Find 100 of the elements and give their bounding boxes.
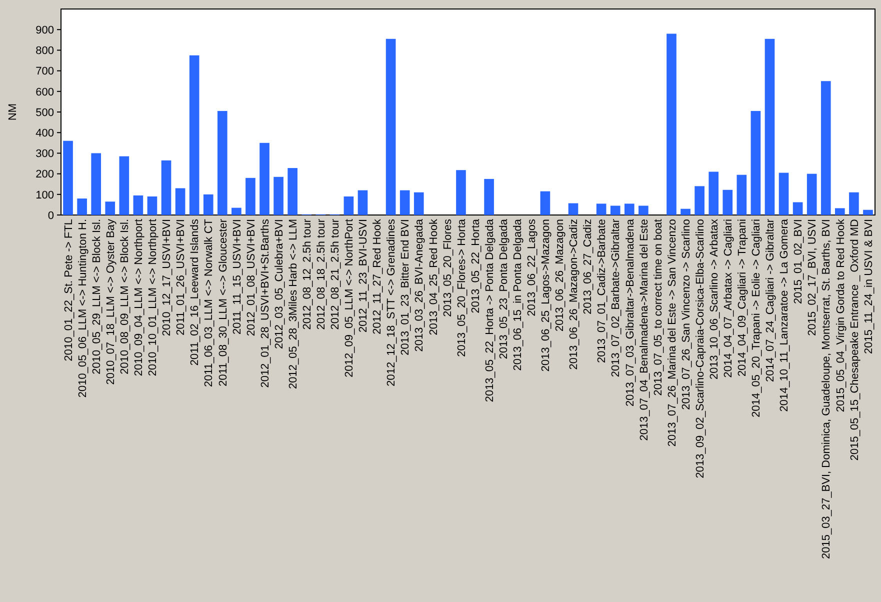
x-tick-label: 2013_07_03_Gibraltar->Benalmadena (624, 218, 636, 406)
x-tick-label: 2013_07_26_San Vincenzo -> Scarlino (680, 219, 692, 410)
x-tick-label: 2011_01_26_USVI+BVI (175, 219, 188, 336)
x-tick-label: 2013_06_15_in Ponta Delgada (512, 218, 524, 371)
x-tick-label: 2013_05_20_Flores (442, 218, 454, 317)
x-tick-label: 2011_11_15_USVI+BVI (231, 219, 244, 334)
bar (217, 110, 228, 215)
x-tick-label: 2013_10_06_Scarlino -> Arbatax (708, 218, 720, 380)
bar (835, 208, 845, 215)
x-tick-label: 2013_05_22_Horta -> Ponta Delgada (484, 218, 496, 402)
x-tick-label: 2012_05_28_3Miles Harb <-> LLM (287, 219, 300, 390)
bar (568, 203, 578, 215)
y-tick-label: 400 (36, 127, 54, 140)
bar (119, 156, 130, 215)
bar (708, 172, 719, 215)
y-tick-label: 100 (36, 189, 54, 202)
bar (358, 190, 368, 215)
bar (63, 140, 73, 215)
x-tick-label: 2014_04_07_Arbatax -> Cagliari (722, 219, 734, 378)
x-tick-label: 2013_05_22_Horta (470, 218, 482, 314)
bar (778, 172, 789, 215)
bar (540, 191, 550, 215)
x-tick-label: 2015_02_17_BVI, USVI (806, 219, 819, 336)
x-tick-label: 2014_07_24_Cagliari -> Gibraltar (764, 218, 777, 382)
x-tick-label: 2012_08_21_2.5h tour (330, 218, 342, 330)
y-tick-label: 0 (48, 210, 54, 222)
x-tick-label: 2010_08_09_LLM <-> Block Isl. (119, 219, 132, 374)
x-tick-label: 2012_09_05_LLM <-> NorthPort (344, 219, 356, 378)
x-tick-label: 2013_05_23_Ponta Delgada (498, 218, 510, 360)
x-tick-label: 2013_06_27_Cadiz (582, 219, 594, 314)
bar (863, 210, 873, 215)
x-tick-label: 2013_06_26_Mazagon (554, 219, 566, 332)
y-tick-label: 900 (36, 24, 54, 36)
bar (722, 190, 733, 215)
x-tick-label: 2013_07_05_to correct time on boat (652, 219, 664, 396)
bar (694, 186, 704, 215)
bar (400, 190, 410, 215)
bar (806, 174, 817, 215)
bar (484, 178, 494, 215)
bar (274, 176, 284, 215)
bar (161, 160, 172, 215)
x-tick-label: 2012_11_27_Red Hook (372, 218, 384, 334)
x-tick-label: 2014_04_09_Cagliari -> Trapani (736, 219, 749, 376)
x-tick-label: 2013_07_26_Marina del Este -> San Vincenzo (666, 219, 678, 447)
bar (133, 195, 144, 215)
bar (414, 192, 424, 215)
bar (246, 178, 256, 215)
x-tick-label: 2013_09_02_Scarlino-Capraia-Corsica-Elba-Scarlino (694, 219, 706, 478)
bar (175, 188, 186, 215)
x-tick-label: 2012_01_28_USVI+BVI+St.Barths (259, 218, 272, 388)
y-tick-label: 200 (36, 168, 54, 181)
x-tick-label: 2012_03_05_Culebra+BVI (273, 219, 286, 349)
x-tick-label: 2011_08_30_LLM <--> Gloucester (217, 218, 230, 386)
x-tick-label: 2011_06_03_LLM <-> Norwalk CT (203, 218, 216, 387)
bar (750, 110, 761, 215)
bar (344, 196, 354, 215)
x-tick-label: 2012_08_12_2.5h tour (301, 218, 314, 330)
x-tick-label: 2013_01_23_Bitter End BVI (400, 219, 412, 356)
bar (203, 194, 214, 215)
bar (91, 153, 101, 215)
y-tick-label: 300 (36, 148, 54, 160)
bar (105, 202, 116, 215)
y-tick-label: 600 (36, 86, 54, 98)
x-tick-label: 2010_05_29_LLM <-> Block Isl. (90, 219, 103, 374)
x-tick-label: 2015_11_24_in USVI & BVI (862, 219, 875, 354)
x-tick-label: 2013_07_01_Cadiz->Barbate (596, 219, 608, 364)
bar (666, 34, 676, 215)
x-tick-label: 2012_08_18_2.5h tour (315, 218, 328, 330)
x-tick-label: 2015_05_04_Virgin Gorda to Red Hook (834, 218, 847, 412)
bar (624, 204, 634, 215)
x-tick-label: 2013_07_02_Barbate->Gibraltar (610, 218, 622, 378)
x-tick-label: 2013_04_25_Red Hook (428, 218, 440, 336)
x-tick-label: 2013_03_26_BVI-Anegada (414, 218, 426, 352)
bar (596, 204, 606, 215)
x-tick-label: 2010_09_04_LLM <-> Northport (133, 219, 146, 376)
x-tick-label: 2015_05_15_Chesapeake Entrance _ Oxford MD (848, 218, 861, 461)
x-tick-label: 2010_05_06_LLM <-> Huntington H. (76, 219, 89, 398)
bar (610, 206, 620, 215)
bar (820, 81, 831, 215)
bar (456, 170, 466, 215)
bar (189, 55, 200, 215)
bar (260, 142, 270, 215)
bar (736, 174, 747, 215)
bar (849, 192, 859, 215)
y-tick-label: 500 (36, 106, 54, 119)
x-tick-label: 2015_01_02_BVI (792, 219, 805, 304)
bar (792, 202, 803, 215)
x-tick-label: 2014_05_20_Trapani -> Eolie -> Cagliari (750, 219, 763, 418)
bar (77, 198, 87, 215)
x-tick-label: 2013_06_22_Lagos (526, 218, 538, 316)
bar (680, 208, 690, 215)
x-tick-label: 2015_03_27_BVI, Dominica, Guadeloupe, Montserrat, St. Barths, BVI (820, 219, 833, 559)
y-axis-title: NM (7, 103, 19, 121)
bar (288, 168, 298, 215)
bar (764, 38, 775, 215)
bar (386, 38, 396, 215)
bar (147, 196, 158, 215)
x-tick-label: 2011_02_16_Leeward Islands (189, 218, 202, 366)
x-tick-label: 2013_05_20_Flores-> Horta (456, 218, 468, 357)
bar (232, 208, 242, 215)
